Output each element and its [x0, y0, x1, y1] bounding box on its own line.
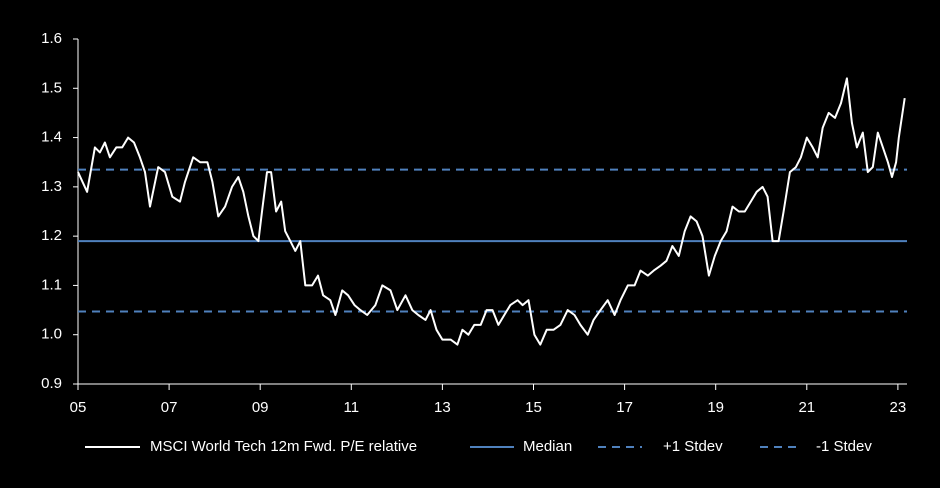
y-tick-label: 1.2 [41, 227, 62, 244]
legend-label: -1 Stdev [816, 438, 872, 455]
y-tick-label: 1.6 [41, 30, 62, 47]
y-tick-label: 1.3 [41, 178, 62, 195]
x-tick-label: 19 [707, 399, 724, 416]
y-tick-label: 1.0 [41, 326, 62, 343]
y-tick-label: 1.1 [41, 276, 62, 293]
legend-label: MSCI World Tech 12m Fwd. P/E relative [150, 438, 417, 455]
x-tick-label: 13 [434, 399, 451, 416]
y-tick-label: 1.4 [41, 129, 62, 146]
x-tick-label: 11 [344, 399, 360, 416]
x-tick-label: 21 [798, 399, 815, 416]
legend-label: +1 Stdev [663, 438, 723, 455]
x-tick-label: 15 [525, 399, 542, 416]
x-tick-label: 05 [70, 399, 87, 416]
x-tick-label: 17 [616, 399, 633, 416]
y-tick-label: 0.9 [41, 375, 62, 392]
data-line [77, 77, 906, 346]
x-tick-label: 09 [252, 399, 269, 416]
legend-label: Median [523, 438, 572, 455]
x-tick-label: 07 [161, 399, 178, 416]
y-tick-label: 1.5 [41, 79, 62, 96]
x-tick-label: 23 [890, 399, 907, 416]
